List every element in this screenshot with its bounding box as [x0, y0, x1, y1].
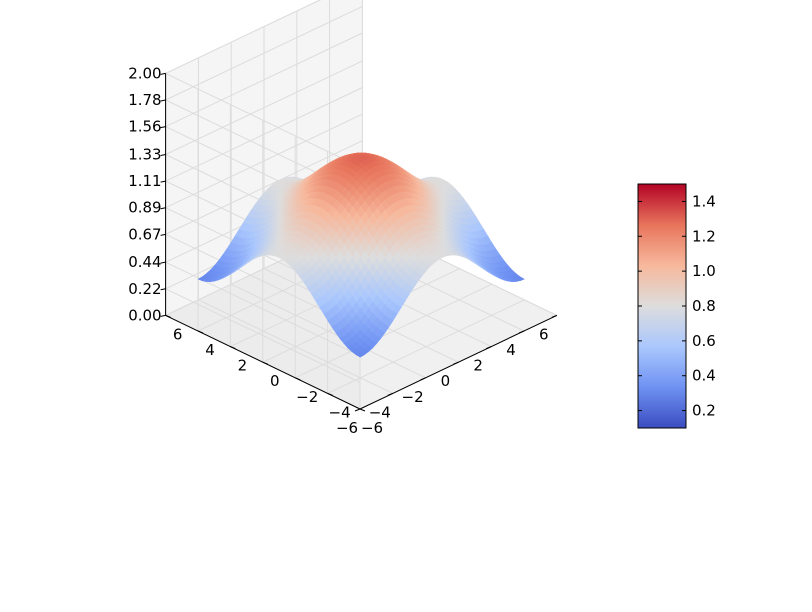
z-tick-mark — [160, 99, 166, 102]
surface-mesh — [197, 152, 525, 358]
z-tick-mark — [160, 261, 166, 264]
y-tick-label: 4 — [205, 341, 215, 359]
x-tick-label: 6 — [539, 325, 549, 343]
x-tick-mark — [518, 330, 525, 334]
colorbar-tick-label: 0.4 — [692, 367, 716, 385]
y-tick-label: −4 — [329, 403, 351, 421]
y-tick-mark — [230, 346, 236, 350]
y-tick-label: 2 — [238, 357, 248, 375]
z-tick-mark — [160, 288, 166, 291]
z-tick-mark — [160, 233, 166, 236]
x-tick-label: 2 — [473, 357, 483, 375]
tick-labels: −6−4−20246−6−4−202460.000.220.440.670.89… — [128, 64, 557, 437]
y-tick-label: −6 — [361, 419, 383, 437]
colorbar: 0.2 0.4 0.6 0.8 1.0 1.2 1.4 — [637, 183, 716, 429]
colorbar-tick-label: 1.4 — [692, 192, 716, 210]
y-tick-label: 0 — [270, 372, 280, 390]
z-tick-label: 0.89 — [128, 199, 161, 217]
z-tick-mark — [160, 153, 166, 156]
y-tick-label: 6 — [173, 325, 183, 343]
y-tick-mark — [295, 377, 301, 381]
z-tick-label: 1.56 — [128, 118, 161, 136]
z-tick-mark — [160, 207, 166, 210]
x-tick-label: −2 — [402, 388, 424, 406]
colorbar-tick-label: 0.2 — [692, 402, 716, 420]
z-tick-mark — [160, 72, 166, 75]
z-tick-label: 0.67 — [128, 225, 161, 243]
y-tick-mark — [197, 330, 204, 334]
z-tick-label: 0.22 — [128, 280, 161, 298]
colorbar-tick-label: 1.2 — [692, 227, 716, 245]
y-tick-mark — [262, 361, 268, 365]
y-tick-mark — [359, 408, 366, 412]
z-tick-label: 1.33 — [128, 145, 161, 163]
z-tick-label: 1.11 — [128, 172, 161, 190]
y-tick-mark — [165, 314, 171, 318]
z-tick-mark — [160, 180, 166, 183]
colorbar-tick-label: 1.0 — [692, 262, 716, 280]
z-tick-label: 1.78 — [128, 91, 161, 109]
x-tick-mark — [551, 314, 557, 318]
z-tick-label: 0.44 — [128, 253, 161, 271]
colorbar-gradient — [637, 183, 687, 429]
x-tick-label: −4 — [369, 403, 391, 421]
x-tick-mark — [420, 377, 426, 381]
z-tick-label: 2.00 — [128, 64, 161, 82]
y-tick-mark — [327, 392, 333, 396]
z-tick-mark — [160, 126, 166, 129]
x-tick-mark — [387, 392, 393, 396]
z-tick-mark — [160, 314, 166, 317]
z-tick-label: 0.00 — [128, 306, 161, 324]
x-tick-mark — [354, 408, 361, 412]
x-tick-mark — [486, 346, 492, 350]
x-tick-label: −6 — [336, 419, 358, 437]
surface-patch — [355, 352, 365, 358]
y-tick-label: −2 — [296, 388, 318, 406]
x-tick-label: 4 — [506, 341, 516, 359]
x-tick-mark — [453, 361, 459, 365]
colorbar-tick-label: 0.6 — [692, 332, 716, 350]
x-tick-label: 0 — [441, 372, 451, 390]
colorbar-tick-label: 0.8 — [692, 297, 716, 315]
